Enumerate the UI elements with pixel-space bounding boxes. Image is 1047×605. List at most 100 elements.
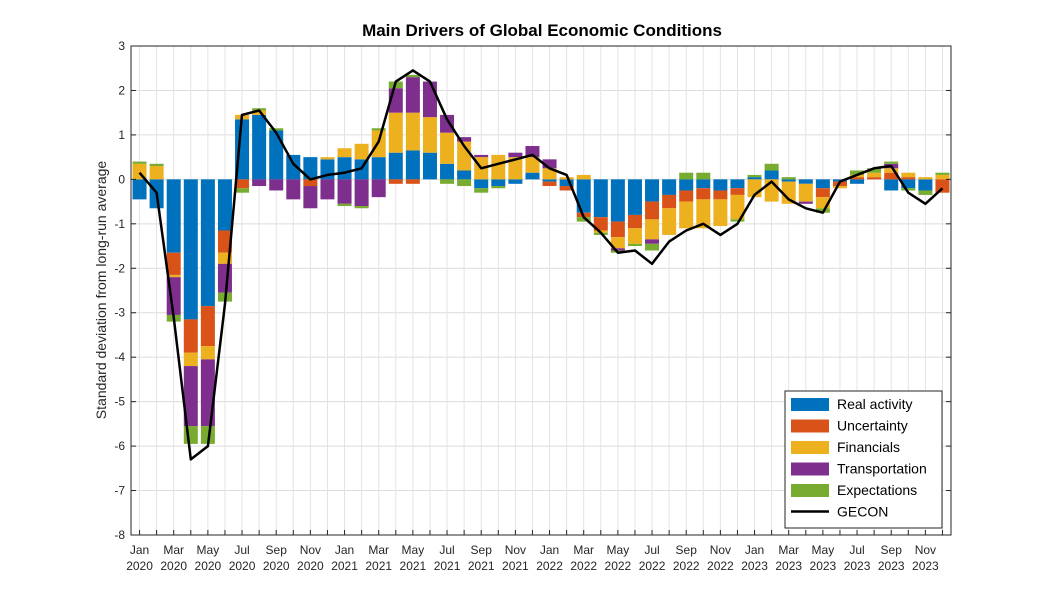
- x-tick-label-year: 2022: [536, 559, 563, 573]
- y-tick-label: -7: [114, 484, 125, 498]
- x-tick-label-year: 2021: [434, 559, 461, 573]
- bar-financials: [388, 112, 403, 153]
- legend-swatch-real-activity: [791, 398, 829, 411]
- bar-expectations: [440, 179, 455, 184]
- bar-transportation: [252, 179, 267, 187]
- x-tick-label-year: 2021: [502, 559, 529, 573]
- chart-title: Main Drivers of Global Economic Conditio…: [362, 21, 722, 40]
- x-tick-label-year: 2020: [263, 559, 290, 573]
- legend-label: Real activity: [837, 396, 912, 412]
- bar-transportation: [200, 359, 215, 427]
- bar-transportation: [542, 159, 557, 169]
- x-tick-label-year: 2021: [400, 559, 427, 573]
- bar-financials: [166, 274, 181, 278]
- bar-financials: [491, 154, 506, 180]
- axes-box: [130, 45, 952, 536]
- bar-expectations: [371, 128, 386, 131]
- bar-real-activity: [440, 163, 455, 180]
- bar-transportation: [217, 263, 232, 293]
- legend-label: Uncertainty: [837, 418, 908, 434]
- x-tick-label-month: Jan: [335, 543, 354, 557]
- bar-financials: [713, 199, 728, 227]
- legend-swatch-expectations: [791, 484, 829, 497]
- bar-real-activity: [371, 157, 386, 180]
- bar-real-activity: [474, 179, 489, 189]
- x-tick-label-month: Jul: [439, 543, 454, 557]
- bar-real-activity: [337, 157, 352, 180]
- x-tick-label-month: May: [607, 543, 630, 557]
- bar-financials: [525, 157, 540, 173]
- bar-financials: [645, 219, 660, 240]
- bar-transportation: [798, 201, 813, 204]
- gecon-line-layer: [138, 69, 944, 461]
- x-tick-label-month: Sep: [881, 543, 903, 557]
- y-tick-label: 0: [118, 172, 125, 186]
- bar-transportation: [354, 179, 369, 207]
- bar-financials: [183, 352, 198, 367]
- bar-uncertainty: [183, 319, 198, 353]
- bar-uncertainty: [884, 172, 899, 180]
- bar-expectations: [867, 168, 882, 173]
- bar-real-activity: [217, 179, 232, 231]
- bar-real-activity: [850, 179, 865, 184]
- bar-transportation: [405, 77, 420, 113]
- bar-uncertainty: [662, 194, 677, 209]
- y-tick-label: -8: [114, 528, 125, 542]
- bar-expectations: [491, 186, 506, 189]
- y-tick-label: 1: [118, 128, 125, 142]
- bar-real-activity: [525, 172, 540, 180]
- bar-uncertainty: [850, 177, 865, 180]
- bar-uncertainty: [388, 179, 403, 184]
- bar-financials: [508, 157, 523, 180]
- bar-transportation: [303, 186, 318, 209]
- bar-uncertainty: [405, 179, 420, 184]
- bar-real-activity: [269, 130, 284, 180]
- bar-uncertainty: [200, 306, 215, 347]
- bar-real-activity: [593, 179, 608, 218]
- bar-financials: [149, 166, 164, 180]
- y-tick-label: -6: [114, 439, 125, 453]
- x-tick-label-year: 2021: [468, 559, 495, 573]
- axes: 3 2 1 0 -1 -2 -3 -4 -5 -6 -7 -8 Jan 2020 Mar 2020 May 202…: [114, 39, 952, 573]
- bar-real-activity: [798, 179, 813, 184]
- bar-expectations: [935, 172, 950, 175]
- bar-real-activity: [730, 179, 745, 189]
- legend-label: Financials: [837, 439, 900, 455]
- bar-transportation: [422, 81, 437, 118]
- bar-expectations: [627, 243, 642, 247]
- bar-expectations: [200, 426, 215, 444]
- bar-expectations: [576, 217, 591, 222]
- x-tick-label-month: Mar: [368, 543, 389, 557]
- bar-uncertainty: [679, 190, 694, 202]
- bar-real-activity: [303, 157, 318, 180]
- grid: [131, 45, 951, 536]
- x-tick-label-year: 2021: [331, 559, 358, 573]
- bar-expectations: [474, 188, 489, 193]
- bar-expectations: [132, 161, 147, 164]
- bar-uncertainty: [901, 177, 916, 180]
- y-tick-label: 3: [118, 39, 125, 53]
- y-tick-label: 2: [118, 83, 125, 97]
- x-tick-label-month: Jul: [849, 543, 864, 557]
- bar-real-activity: [388, 152, 403, 180]
- y-tick-label: -4: [114, 350, 125, 364]
- bar-transportation: [269, 179, 284, 191]
- bar-financials: [217, 252, 232, 264]
- legend-swatch-transportation: [791, 462, 829, 476]
- x-tick-label-year: 2023: [741, 559, 768, 573]
- bar-expectations: [354, 206, 369, 209]
- bar-expectations: [457, 179, 472, 187]
- bar-financials: [405, 112, 420, 151]
- bar-transportation: [371, 179, 386, 198]
- x-tick-label-month: Jan: [745, 543, 764, 557]
- x-tick-label-month: Nov: [710, 543, 731, 557]
- legend-box: [784, 390, 943, 529]
- legend: Real activity Uncertainty Financials Transp…: [784, 390, 943, 529]
- legend-label: Expectations: [837, 482, 917, 498]
- x-tick-label-month: May: [812, 543, 835, 557]
- bar-real-activity: [491, 179, 506, 187]
- bar-financials: [696, 199, 711, 229]
- bar-financials: [901, 172, 916, 178]
- bar-real-activity: [781, 179, 796, 182]
